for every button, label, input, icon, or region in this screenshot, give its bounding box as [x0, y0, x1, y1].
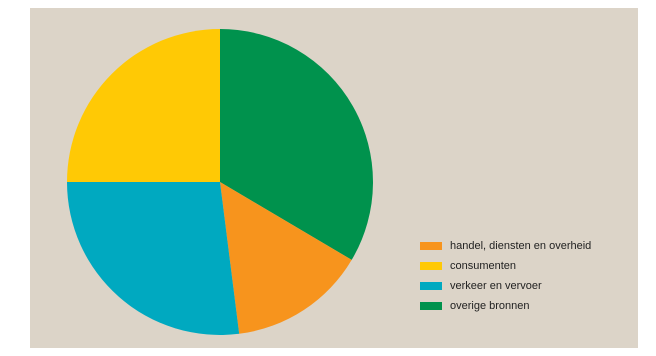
chart-panel: handel, diensten en overheid consumenten… [30, 8, 638, 348]
legend-label: overige bronnen [450, 300, 530, 312]
legend-swatch [420, 282, 442, 290]
legend-swatch [420, 242, 442, 250]
legend-item-verkeer: verkeer en vervoer [420, 276, 591, 296]
legend-item-handel: handel, diensten en overheid [420, 236, 591, 256]
pie-slice-overige [220, 29, 374, 260]
pie-slice-consumenten [67, 29, 220, 182]
pie-slices [67, 29, 374, 335]
legend: handel, diensten en overheid consumenten… [420, 236, 591, 316]
pie-chart [67, 29, 374, 335]
legend-label: consumenten [450, 260, 517, 272]
legend-label: verkeer en vervoer [450, 280, 542, 292]
legend-swatch [420, 302, 442, 310]
legend-label: handel, diensten en overheid [450, 240, 592, 252]
pie-slice-verkeer [67, 182, 240, 335]
legend-item-overige: overige bronnen [420, 296, 591, 316]
legend-swatch [420, 262, 442, 270]
pie-slice-handel [220, 182, 352, 334]
legend-item-consumenten: consumenten [420, 256, 591, 276]
